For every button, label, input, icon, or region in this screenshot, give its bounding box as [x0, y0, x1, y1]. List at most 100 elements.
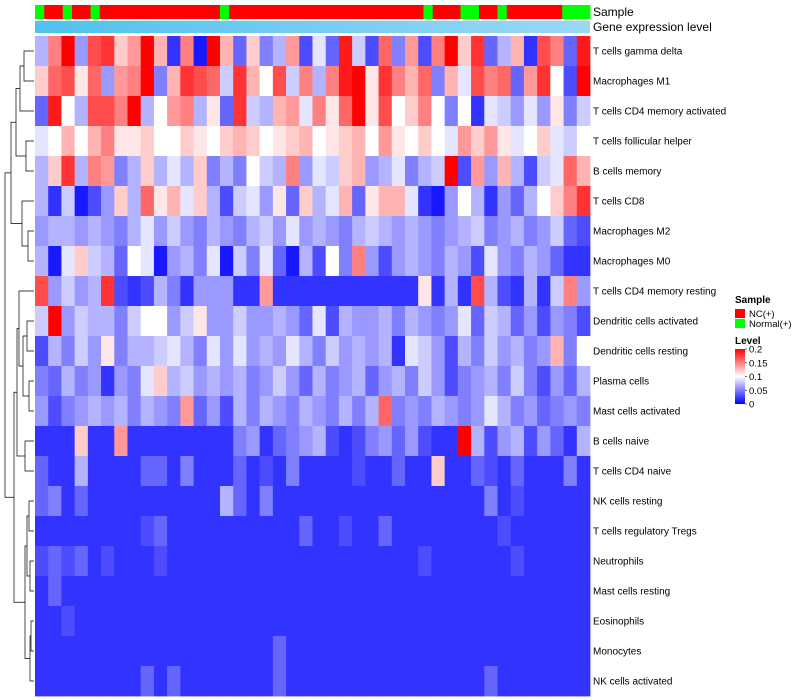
heatmap-cell	[272, 156, 287, 187]
heatmap-cell	[233, 516, 247, 547]
heatmap-cell	[286, 66, 300, 97]
heatmap-cell	[563, 66, 578, 97]
heatmap-cell	[140, 666, 155, 697]
heatmap-cell	[497, 366, 512, 397]
heatmap-cell	[286, 606, 300, 637]
heatmap-cell	[457, 486, 472, 517]
heatmap-cell	[537, 156, 551, 187]
level-tick-label: 0.05	[749, 386, 768, 397]
heatmap-cell	[471, 456, 485, 487]
heatmap-cell	[365, 186, 379, 217]
heatmap-cell	[471, 96, 485, 127]
heatmap-cell	[418, 666, 432, 697]
heatmap-cell	[61, 36, 76, 67]
heatmap-cell	[484, 306, 498, 337]
heatmap-cell	[272, 336, 287, 367]
heatmap-cell	[471, 66, 485, 97]
heatmap-cell	[431, 306, 446, 337]
heatmap-cell	[471, 336, 485, 367]
dendrogram-branch	[15, 88, 26, 157]
heatmap-cell	[193, 186, 208, 217]
heatmap-cell	[246, 426, 261, 457]
heatmap-cell	[246, 456, 261, 487]
heatmap-cell	[510, 246, 525, 277]
sample-annotation-cell	[497, 5, 508, 19]
heatmap-cell	[405, 96, 419, 127]
heatmap-cell	[48, 246, 62, 277]
heatmap-cell	[405, 546, 419, 577]
heatmap-cell	[537, 606, 551, 637]
heatmap-cell	[563, 636, 578, 667]
heatmap-cell	[259, 36, 274, 67]
heatmap-cell	[338, 456, 353, 487]
heatmap-cell	[259, 516, 274, 547]
heatmap-cell	[405, 366, 419, 397]
sample-annotation-cell	[432, 5, 443, 19]
heatmap-cell	[259, 96, 274, 127]
heatmap-cell	[523, 636, 538, 667]
heatmap-cell	[352, 96, 366, 127]
heatmap-cell	[127, 576, 142, 607]
heatmap-cell	[497, 486, 512, 517]
heatmap-cell	[378, 396, 393, 427]
heatmap-cell	[74, 486, 89, 517]
row-label: T cells regulatory Tregs	[593, 527, 697, 538]
heatmap-cell	[405, 456, 419, 487]
sample-annotation-bar	[35, 5, 591, 19]
heatmap-cell	[391, 96, 406, 127]
heatmap-cell	[352, 666, 366, 697]
heatmap-cell	[352, 366, 366, 397]
heatmap-cell	[444, 666, 459, 697]
heatmap-cell	[510, 156, 525, 187]
heatmap-cell	[576, 516, 591, 547]
heatmap-cell	[471, 546, 485, 577]
heatmap-cell	[87, 186, 102, 217]
heatmap-cell	[48, 156, 62, 187]
heatmap-cell	[272, 486, 287, 517]
heatmap-cell	[127, 336, 142, 367]
heatmap-cell	[497, 36, 512, 67]
heatmap-cell	[140, 636, 155, 667]
heatmap-cell	[338, 426, 353, 457]
heatmap-cell	[127, 36, 142, 67]
heatmap-cell	[286, 126, 300, 157]
heatmap-cell	[246, 486, 261, 517]
heatmap-cell	[101, 396, 115, 427]
heatmap-cell	[484, 246, 498, 277]
heatmap-cell	[484, 576, 498, 607]
heatmap-cell	[127, 546, 142, 577]
heatmap-cell	[523, 276, 538, 307]
heatmap-cell	[523, 606, 538, 637]
heatmap-cell	[405, 486, 419, 517]
heatmap-cell	[153, 36, 168, 67]
heatmap-cell	[510, 396, 525, 427]
heatmap-cell	[312, 396, 327, 427]
heatmap-cell	[457, 246, 472, 277]
heatmap-cell	[153, 666, 168, 697]
heatmap-cell	[457, 576, 472, 607]
sample-annotation-cell	[35, 5, 45, 19]
heatmap-cell	[246, 606, 261, 637]
heatmap-cell	[352, 336, 366, 367]
heatmap-cell	[167, 636, 181, 667]
heatmap-cell	[378, 36, 393, 67]
heatmap-cell	[127, 666, 142, 697]
heatmap-cell	[378, 426, 393, 457]
dendrogram-branch	[4, 172, 14, 498]
heatmap-cell	[193, 516, 208, 547]
heatmap-cell	[74, 96, 89, 127]
heatmap-cell	[61, 486, 76, 517]
row-label: Monocytes	[593, 647, 641, 658]
heatmap-cell	[471, 576, 485, 607]
heatmap-cell	[74, 606, 89, 637]
heatmap-cell	[206, 426, 221, 457]
heatmap-cell	[365, 396, 379, 427]
heatmap-cell	[246, 276, 261, 307]
heatmap-cell	[325, 666, 340, 697]
heatmap-cell	[352, 216, 366, 247]
heatmap-cell	[325, 216, 340, 247]
row-label: Macrophages M1	[593, 77, 671, 88]
heatmap-cell	[180, 246, 194, 277]
heatmap-cell	[87, 456, 102, 487]
heatmap-cell	[365, 216, 379, 247]
